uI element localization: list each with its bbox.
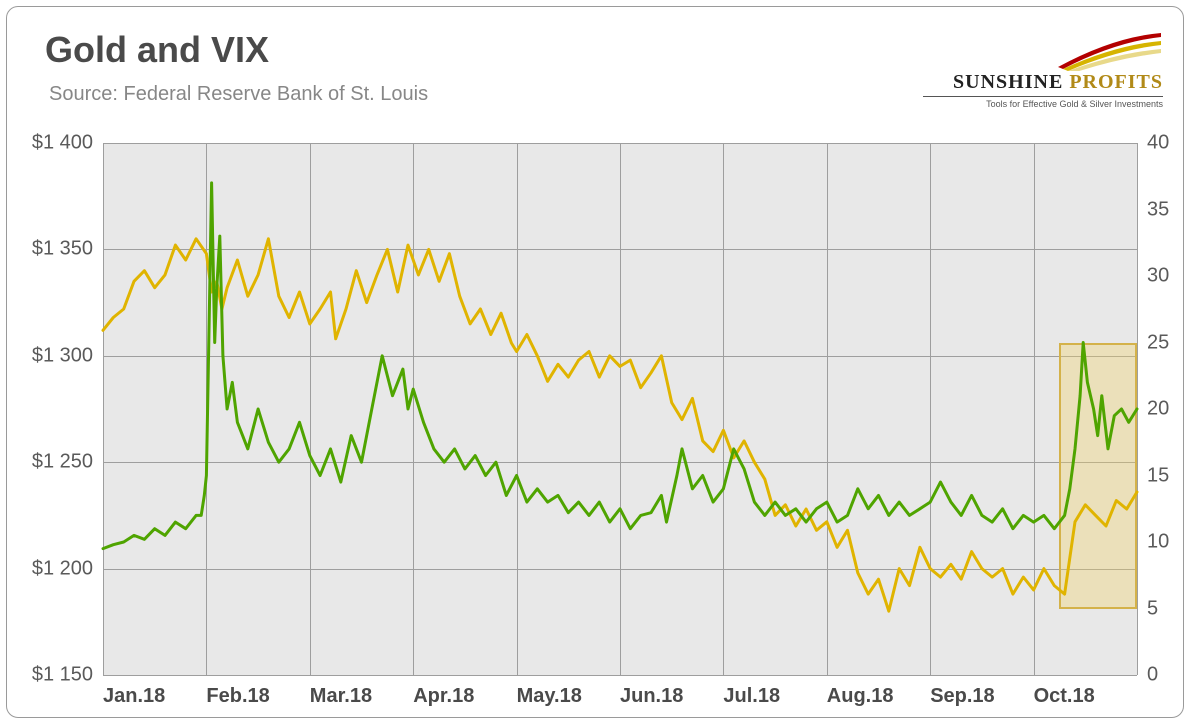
logo-brand-text: SUNSHINE PROFITS	[923, 71, 1163, 94]
y-right-label: 0	[1147, 664, 1158, 687]
y-right-label: 20	[1147, 398, 1169, 421]
y-right-label: 15	[1147, 464, 1169, 487]
series-gold	[103, 239, 1137, 611]
y-left-label: $1 150	[32, 664, 93, 687]
y-left-label: $1 400	[32, 132, 93, 155]
x-axis-label: Apr.18	[413, 685, 474, 708]
x-axis-label: Feb.18	[206, 685, 269, 708]
x-axis-label: Sep.18	[930, 685, 994, 708]
y-right-label: 10	[1147, 531, 1169, 554]
gridline-horizontal	[103, 675, 1137, 676]
y-right-label: 30	[1147, 265, 1169, 288]
logo-tagline: Tools for Effective Gold & Silver Invest…	[923, 96, 1163, 109]
x-axis-label: Jun.18	[620, 685, 683, 708]
x-axis-label: Jan.18	[103, 685, 165, 708]
chart-subtitle: Source: Federal Reserve Bank of St. Loui…	[49, 83, 428, 106]
x-axis-label: Mar.18	[310, 685, 372, 708]
y-left-label: $1 250	[32, 451, 93, 474]
y-right-label: 5	[1147, 597, 1158, 620]
series-layer	[103, 143, 1137, 675]
y-left-label: $1 300	[32, 344, 93, 367]
y-right-label: 35	[1147, 198, 1169, 221]
x-axis-label: May.18	[517, 685, 582, 708]
logo-arcs-icon	[1053, 27, 1163, 71]
chart-card: Gold and VIX Source: Federal Reserve Ban…	[6, 6, 1184, 718]
x-axis-label: Jul.18	[723, 685, 780, 708]
y-right-label: 25	[1147, 331, 1169, 354]
y-right-label: 40	[1147, 132, 1169, 155]
y-left-label: $1 350	[32, 238, 93, 261]
x-axis-label: Aug.18	[827, 685, 894, 708]
brand-logo: SUNSHINE PROFITS Tools for Effective Gol…	[923, 27, 1163, 109]
plot-area: Jan.18Feb.18Mar.18Apr.18May.18Jun.18Jul.…	[103, 143, 1137, 675]
y-left-label: $1 200	[32, 557, 93, 580]
chart-title: Gold and VIX	[45, 29, 269, 71]
x-axis-label: Oct.18	[1034, 685, 1095, 708]
